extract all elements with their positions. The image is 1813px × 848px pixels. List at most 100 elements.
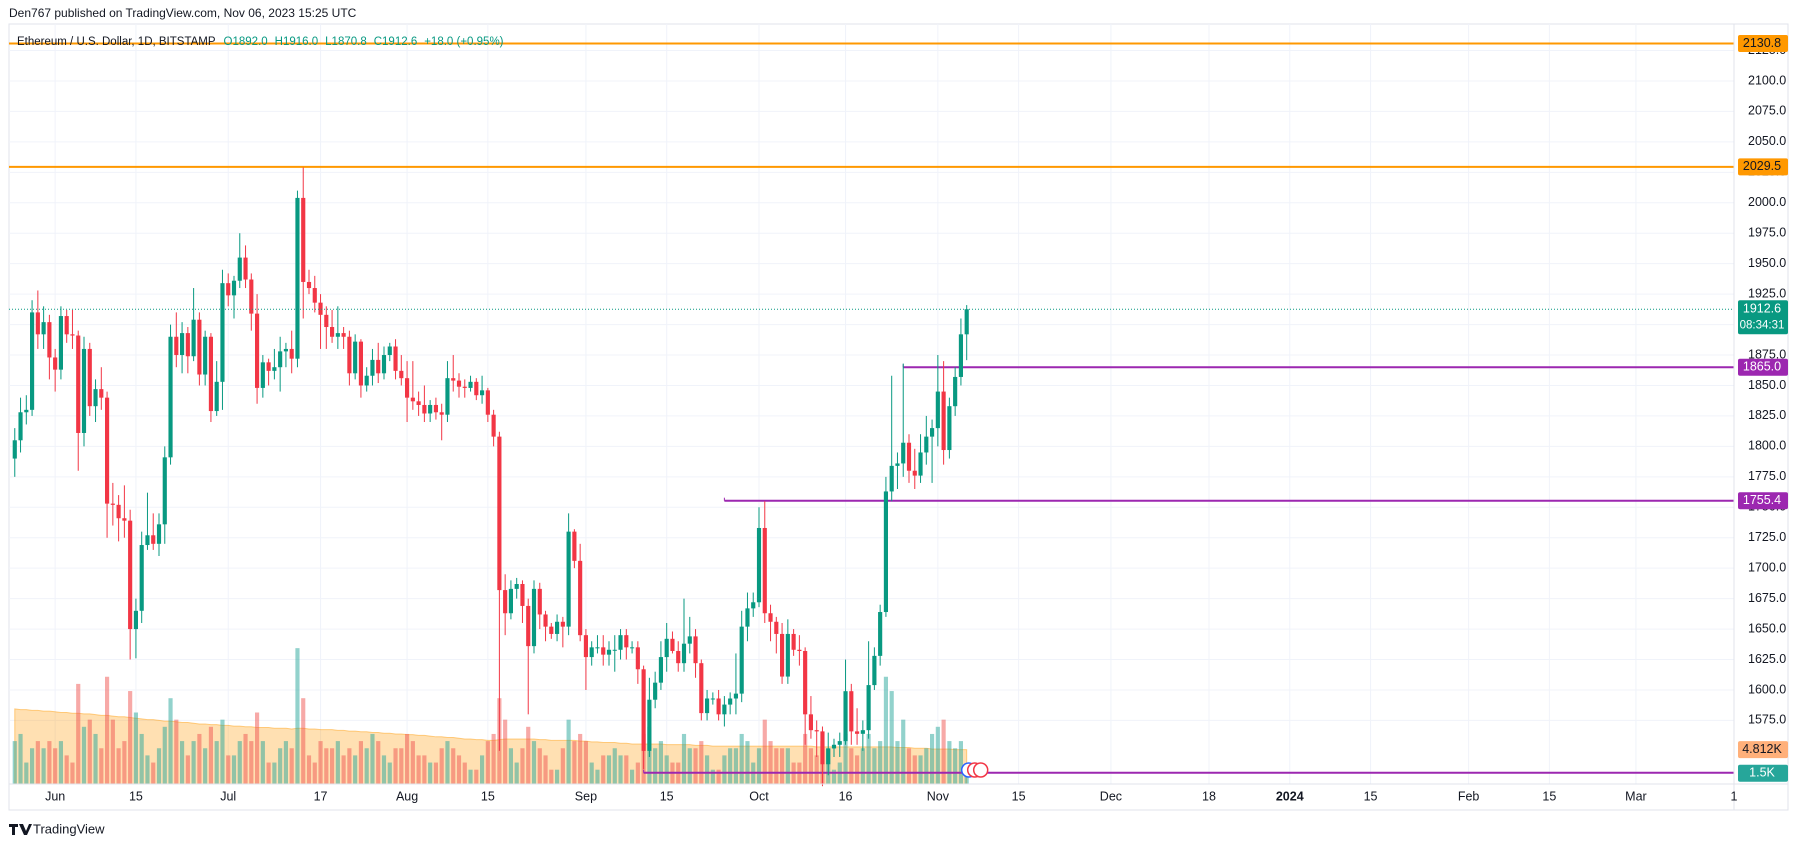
volume-bar xyxy=(924,748,929,784)
volume-bar xyxy=(312,762,317,784)
volume-bar xyxy=(324,748,329,784)
candle-body xyxy=(237,257,242,281)
candle-body xyxy=(947,406,952,451)
candle-body xyxy=(653,682,658,700)
volume-bar xyxy=(191,741,196,784)
candle-body xyxy=(508,588,513,614)
volume-bar xyxy=(18,733,23,784)
candle-body xyxy=(133,610,138,630)
candle-body xyxy=(797,649,802,651)
candle-body xyxy=(416,401,421,405)
candle-body xyxy=(664,638,669,658)
y-tick-label: 1950.0 xyxy=(1748,256,1786,270)
volume-bar xyxy=(710,769,715,784)
volume-bar xyxy=(231,755,237,784)
candle-body xyxy=(168,336,173,458)
candle-body xyxy=(860,730,865,734)
volume-bar xyxy=(537,748,542,784)
candle-body xyxy=(624,635,629,648)
candle-body xyxy=(151,535,156,544)
y-tick-label: 1650.0 xyxy=(1748,621,1786,635)
candle-body xyxy=(930,428,935,437)
candle-body xyxy=(468,381,473,388)
volume-bar xyxy=(572,741,577,784)
volume-bar xyxy=(699,741,704,784)
candle-body xyxy=(964,309,969,335)
ohlc-close: C1912.6 xyxy=(374,36,417,48)
candle-body xyxy=(399,370,404,379)
volume-bar xyxy=(128,691,133,784)
volume-bar xyxy=(491,733,496,784)
x-tick-label: 18 xyxy=(1202,789,1216,803)
candle-body xyxy=(526,605,531,647)
volume-bar xyxy=(64,755,69,784)
volume-bar xyxy=(122,741,127,784)
candle-body xyxy=(393,346,398,371)
x-tick-label: Dec xyxy=(1100,789,1122,803)
x-tick-label: Nov xyxy=(927,789,950,803)
volume-bar xyxy=(860,748,865,784)
volume-bar xyxy=(330,748,335,784)
volume-bar xyxy=(428,762,433,784)
candle-body xyxy=(733,693,738,699)
volume-bar xyxy=(364,748,369,784)
volume-bar xyxy=(76,683,81,784)
volume-bar xyxy=(883,676,888,784)
candle-body xyxy=(185,333,190,357)
x-tick-label: 15 xyxy=(1012,789,1026,803)
volume-bar xyxy=(958,741,963,784)
ohlc-low: L1870.8 xyxy=(325,36,367,48)
x-tick-label: Jun xyxy=(45,789,65,803)
hline-label-box xyxy=(1738,158,1788,176)
volume-bar xyxy=(318,741,323,784)
candle-body xyxy=(670,638,675,651)
volume-bar xyxy=(508,748,513,784)
volume-bar xyxy=(168,698,173,784)
volume-bar xyxy=(456,755,462,784)
volume-bar xyxy=(70,762,75,784)
candle-body xyxy=(751,602,756,609)
logo-mark xyxy=(9,824,32,835)
volume-bar xyxy=(162,726,167,784)
candle-body xyxy=(895,463,900,466)
volume-bar xyxy=(151,762,156,784)
candle-body xyxy=(410,397,415,402)
candle-body xyxy=(531,588,537,647)
candle-body xyxy=(35,312,40,335)
candle-body xyxy=(780,633,785,677)
x-tick-label: 1 xyxy=(1731,789,1738,803)
candle-body xyxy=(878,612,883,656)
symbol: Ethereum / U.S. Dollar, 1D, BITSTAMP xyxy=(17,36,216,48)
candle-body xyxy=(451,378,456,381)
candle-body xyxy=(381,355,387,374)
candle-body xyxy=(739,626,744,694)
x-tick-label: 15 xyxy=(1542,789,1556,803)
candle-body xyxy=(583,635,588,658)
volume-bar xyxy=(197,733,202,784)
y-tick-label: 1625.0 xyxy=(1748,652,1786,666)
candle-body xyxy=(174,336,179,356)
volume-bar xyxy=(30,748,35,784)
candle-body xyxy=(445,378,450,415)
volume-bar xyxy=(474,769,479,784)
volume-bar xyxy=(278,748,283,784)
y-tick-label: 1825.0 xyxy=(1748,408,1786,422)
volume-bar xyxy=(105,676,110,784)
candle-body xyxy=(180,333,185,356)
candle-body xyxy=(480,390,485,396)
candle-body xyxy=(128,520,133,630)
candle-body xyxy=(243,257,248,280)
volume-bar xyxy=(514,762,519,784)
hline-label-box xyxy=(1738,34,1788,52)
candle-body xyxy=(428,404,433,414)
candle-body xyxy=(18,412,23,441)
candle-body xyxy=(301,197,306,282)
candle-body xyxy=(347,336,352,374)
candle-body xyxy=(64,316,69,335)
candle-body xyxy=(53,357,58,370)
volume-bar xyxy=(335,741,340,784)
volume-bar xyxy=(728,748,733,784)
candle-body xyxy=(116,504,121,519)
